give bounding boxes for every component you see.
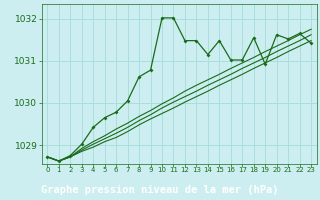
Text: Graphe pression niveau de la mer (hPa): Graphe pression niveau de la mer (hPa) <box>41 185 279 195</box>
